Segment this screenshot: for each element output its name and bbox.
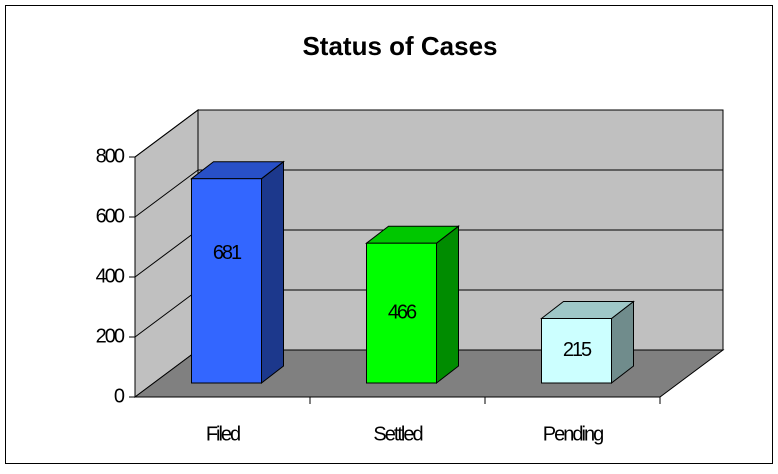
grid-line: [134, 109, 199, 158]
grid-line: [134, 229, 199, 278]
bar: [191, 178, 262, 384]
data-label: 681: [213, 242, 242, 264]
bar-side: [436, 225, 459, 385]
y-tick-label: 800: [96, 145, 125, 167]
bar: [541, 318, 612, 384]
data-label: 466: [388, 301, 417, 323]
x-tick-label: Filed: [206, 423, 240, 445]
grid-line: [134, 289, 199, 338]
chart-title: Status of Cases: [302, 31, 497, 61]
bar: [366, 242, 437, 384]
x-tick-label: Settled: [373, 423, 422, 445]
y-tick-label: 400: [96, 265, 125, 287]
bar-side: [261, 160, 284, 385]
grid-line: [134, 169, 199, 218]
y-tick-label: 200: [96, 325, 125, 347]
y-tick-label: 600: [96, 205, 125, 227]
x-tick-label: Pending: [543, 423, 603, 445]
data-label: 215: [563, 339, 592, 361]
